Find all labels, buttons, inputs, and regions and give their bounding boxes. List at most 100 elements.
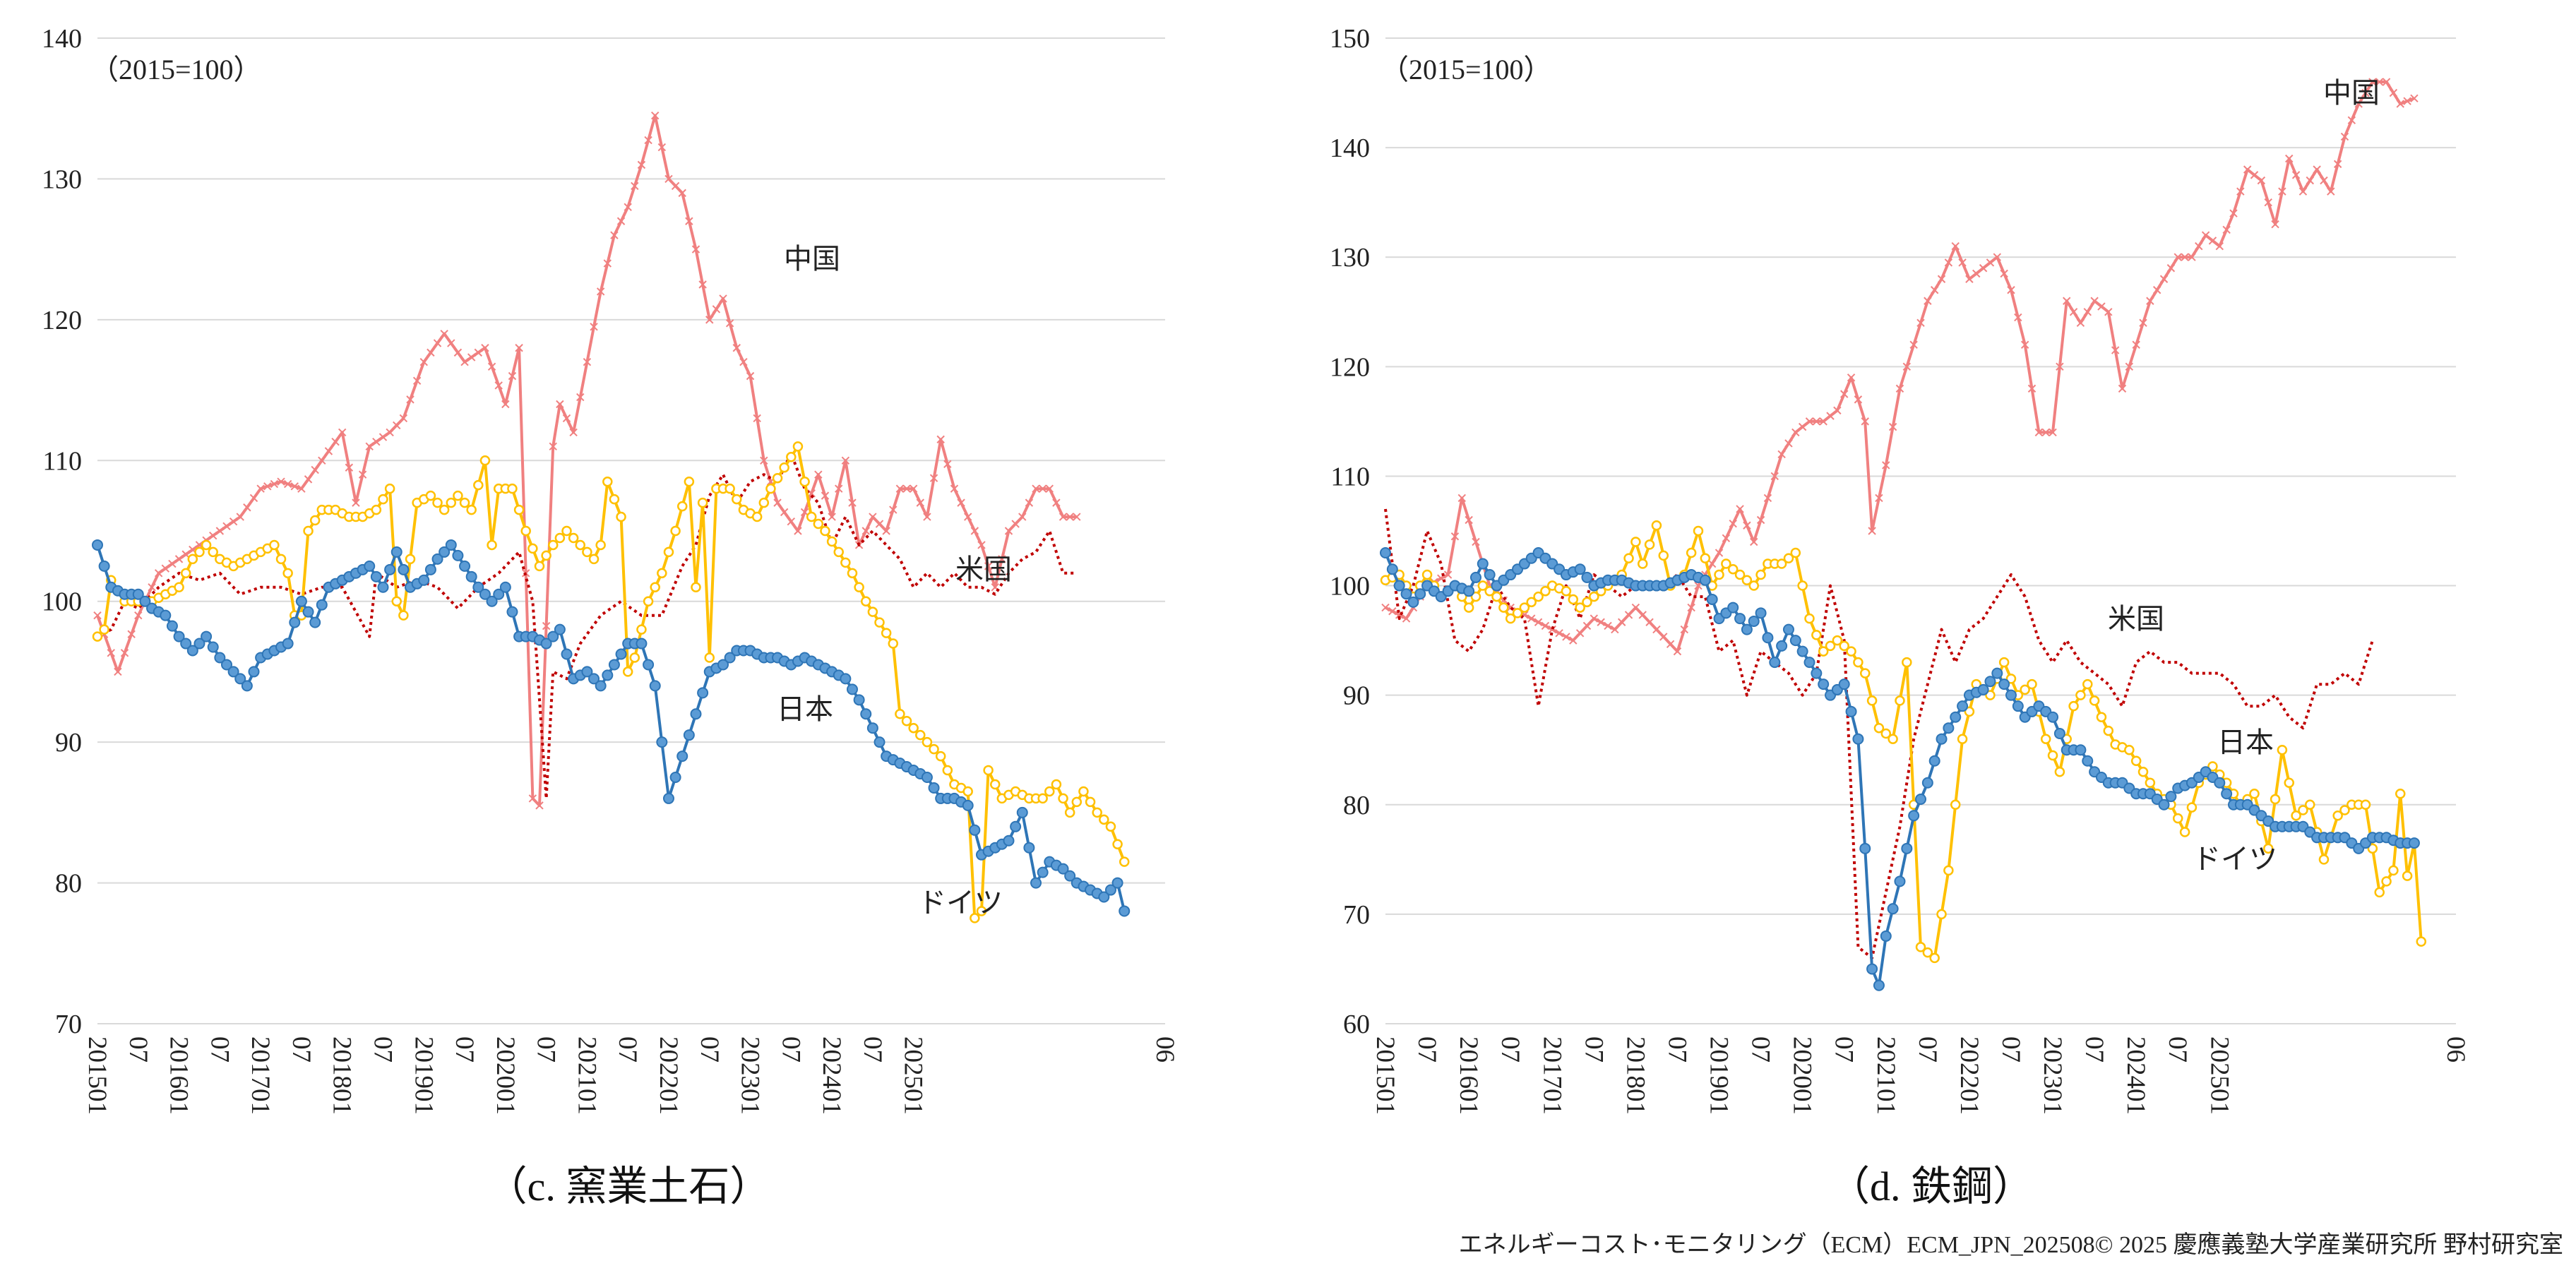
data-point: [453, 348, 463, 357]
data-point: [507, 483, 518, 494]
x-tick-label: 07: [124, 1036, 153, 1063]
data-point: [875, 520, 884, 528]
data-point: [2368, 78, 2377, 86]
data-point: [263, 482, 272, 491]
data-point: [139, 595, 151, 607]
data-point: [685, 217, 693, 225]
data-point: [1964, 706, 1975, 717]
data-point: [1811, 630, 1822, 640]
data-point: [1743, 521, 1751, 530]
data-point: [873, 736, 886, 748]
data-point: [241, 680, 253, 692]
x-tick-label: 201901: [1705, 1036, 1734, 1115]
data-point: [201, 539, 212, 551]
data-point: [1979, 264, 1988, 273]
data-point: [1051, 779, 1062, 790]
data-point: [909, 484, 918, 493]
data-point: [848, 498, 857, 507]
data-point: [2291, 811, 2301, 821]
data-point: [390, 546, 402, 558]
data-point: [1611, 625, 1619, 634]
data-point: [1833, 406, 1842, 415]
data-point: [1922, 947, 1933, 958]
data-point: [93, 611, 102, 620]
y-tick-label: 80: [1343, 791, 1370, 820]
data-point: [358, 470, 367, 479]
data-point: [439, 546, 451, 558]
data-point: [1873, 722, 1885, 734]
data-point: [2020, 340, 2029, 349]
data-point: [739, 357, 748, 366]
data-point: [1887, 903, 1899, 915]
data-point: [2041, 428, 2050, 437]
data-point: [201, 630, 213, 642]
data-point: [1805, 417, 1814, 426]
data-point: [214, 652, 226, 664]
data-point: [2339, 805, 2350, 815]
data-point: [1796, 645, 1808, 657]
data-point: [1519, 602, 1530, 613]
data-point: [1846, 646, 1856, 657]
series-usa: [97, 452, 1077, 800]
data-point: [1991, 667, 2003, 679]
data-point: [861, 596, 871, 606]
data-point: [1951, 242, 1960, 251]
data-point: [1699, 574, 1711, 586]
data-point: [309, 515, 321, 526]
data-point: [2416, 936, 2427, 947]
data-point: [2075, 690, 2086, 700]
y-tick-label: 60: [1343, 1010, 1370, 1039]
data-point: [663, 546, 674, 558]
data-point: [386, 428, 394, 437]
series-label-usa: 米国: [955, 554, 1012, 585]
data-point: [847, 568, 858, 579]
data-point: [2186, 802, 2198, 813]
data-point: [1888, 422, 1897, 431]
data-point: [895, 484, 905, 493]
data-point: [1741, 623, 1753, 635]
series-line-germany: [1384, 551, 2414, 987]
data-point: [826, 536, 837, 547]
data-point: [215, 527, 225, 535]
data-point: [2145, 777, 2156, 789]
data-point: [1853, 657, 1864, 668]
data-point: [1003, 835, 1015, 847]
data-point: [1928, 755, 1940, 767]
data-point: [2179, 827, 2190, 837]
data-point: [207, 641, 219, 653]
data-point: [1534, 618, 1543, 626]
data-point: [378, 494, 388, 505]
data-point: [1936, 733, 1948, 745]
x-tick-label: 202201: [654, 1036, 683, 1115]
data-point: [1908, 810, 1920, 822]
data-point: [765, 483, 776, 494]
x-tick-label: 07: [1496, 1036, 1525, 1063]
data-point: [2012, 700, 2024, 712]
data-point: [1058, 793, 1068, 804]
data-point: [2298, 187, 2308, 196]
data-point: [854, 582, 864, 593]
data-point: [929, 743, 939, 755]
data-point: [2284, 777, 2294, 789]
data-point: [636, 624, 647, 635]
data-point: [2139, 318, 2147, 327]
data-point: [2388, 865, 2399, 876]
data-point: [1064, 807, 1075, 818]
data-point: [1589, 591, 1599, 602]
data-point: [922, 736, 933, 748]
data-point: [2396, 100, 2404, 108]
series-label-germany: ドイツ: [918, 887, 1003, 919]
data-point: [304, 475, 313, 484]
data-point: [1078, 786, 1089, 797]
data-point: [1782, 623, 1794, 635]
x-tick-label: 07: [205, 1036, 234, 1063]
data-point: [1998, 657, 2010, 668]
data-point: [615, 648, 627, 660]
data-point: [1541, 621, 1550, 630]
data-point: [2124, 744, 2135, 755]
data-point: [1071, 796, 1083, 808]
data-point: [1119, 856, 1130, 867]
data-point: [1465, 515, 1473, 525]
series-label-japan: 日本: [2217, 726, 2274, 758]
data-point: [2054, 766, 2065, 777]
